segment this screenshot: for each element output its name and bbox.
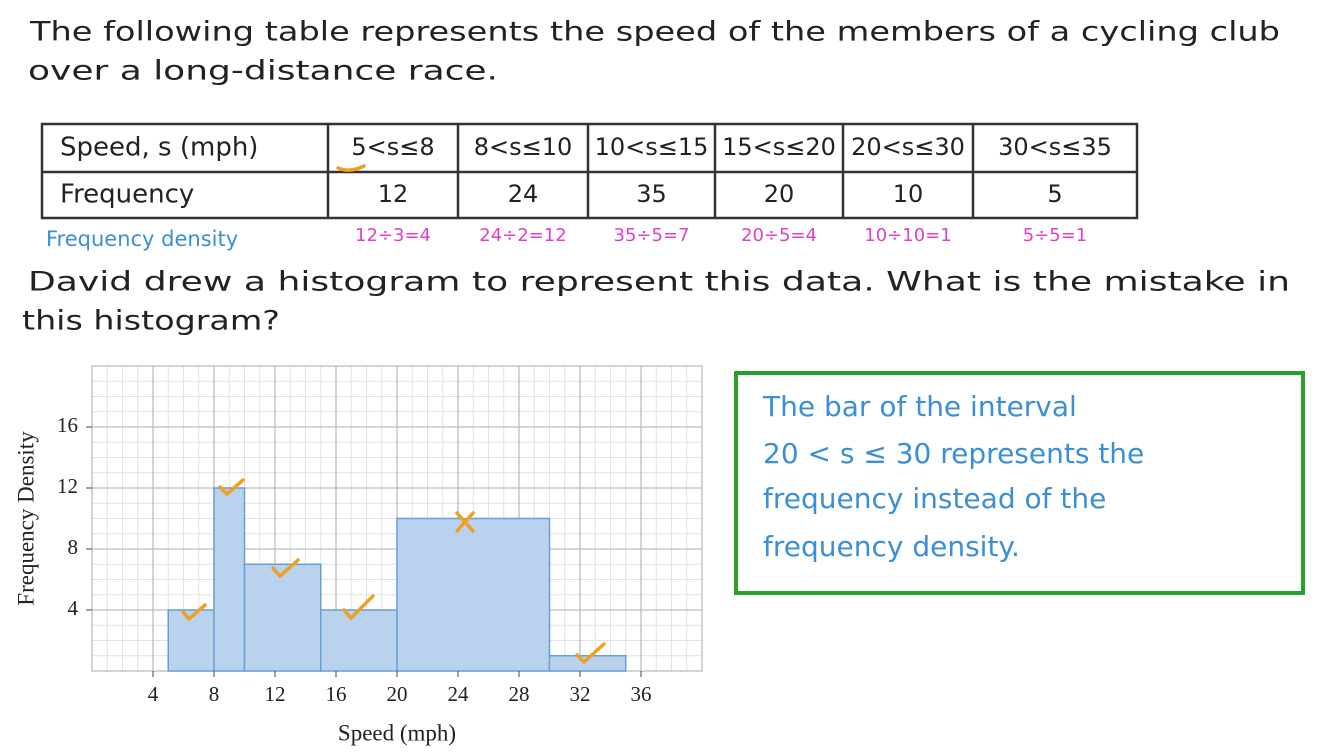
x-tick-label: 24 — [448, 682, 470, 706]
x-tick-label: 20 — [387, 682, 408, 706]
y-tick-label: 4 — [68, 596, 79, 620]
header-line: The following table represents the speed… — [29, 17, 1280, 48]
density-work: 35÷5=7 — [614, 225, 690, 246]
table-cell: 10 — [893, 180, 924, 208]
x-tick-label: 16 — [326, 682, 347, 706]
bar — [167, 609, 215, 672]
table-cell: 8<s≤10 — [474, 133, 573, 161]
check-mark — [218, 478, 245, 497]
answer-line: 20 < s ≤ 30 represents the — [763, 437, 1144, 470]
density-work: 24÷2=12 — [479, 225, 566, 246]
question-line: David drew a histogram to represent this… — [28, 267, 1290, 298]
table-cell: 24 — [508, 180, 539, 208]
answer-box — [734, 371, 1305, 595]
check-mark — [271, 558, 300, 579]
bar — [548, 655, 627, 672]
table-cell: 5 — [1047, 180, 1062, 208]
y-axis-label: Frequency Density — [13, 431, 38, 606]
bar — [396, 517, 551, 672]
header-line: over a long-distance race. — [28, 56, 498, 87]
check-mark — [575, 642, 606, 665]
x-tick-label: 28 — [509, 682, 530, 706]
histogram: 4 8 12 16 20 24 28 32 36 4 8 12 16 Speed (mph) Frequen… — [13, 365, 703, 745]
density-label: Frequency density — [46, 227, 238, 251]
question-line: this histogram? — [22, 306, 280, 337]
table-cell: 10<s≤15 — [595, 133, 709, 161]
underline — [336, 164, 366, 172]
bar — [213, 487, 246, 672]
table-cell: Speed, s (mph) — [60, 133, 258, 163]
table-cell: 35 — [636, 180, 667, 208]
table-cell: 20 — [764, 180, 795, 208]
x-tick-label: 12 — [265, 682, 286, 706]
answer-line: frequency density. — [763, 530, 1020, 563]
density-work: 20÷5=4 — [741, 225, 817, 246]
check-mark — [181, 603, 207, 622]
table-cell: 15<s≤20 — [722, 133, 836, 161]
table-cell: Frequency — [60, 180, 194, 210]
x-tick-label: 36 — [631, 682, 652, 706]
table-cell: 30<s≤35 — [998, 133, 1112, 161]
density-work: 5÷5=1 — [1023, 225, 1088, 246]
y-tick-label: 16 — [57, 413, 78, 437]
cross-mark — [455, 511, 475, 533]
x-tick-label: 8 — [209, 682, 220, 706]
density-work: 10÷10=1 — [864, 225, 951, 246]
x-tick-label: 32 — [570, 682, 591, 706]
density-work: 12÷3=4 — [355, 225, 431, 246]
y-tick-label: 8 — [68, 535, 79, 559]
answer-line: The bar of the interval — [762, 390, 1077, 423]
bar — [243, 563, 322, 672]
marking-annotations — [181, 164, 606, 665]
table — [40, 122, 1139, 220]
answer-line: frequency instead of the — [763, 482, 1106, 515]
table-cell: 20<s≤30 — [851, 133, 965, 161]
x-axis-label: Speed (mph) — [338, 720, 456, 745]
answer-text: The bar of the interval 20 < s ≤ 30 repre… — [762, 390, 1144, 563]
check-mark — [342, 594, 375, 621]
bar — [320, 609, 398, 672]
x-tick-label: 4 — [148, 682, 159, 706]
table-cell: 12 — [378, 180, 409, 208]
y-tick-label: 12 — [57, 474, 78, 498]
table-cell: 5<s≤8 — [351, 133, 434, 161]
